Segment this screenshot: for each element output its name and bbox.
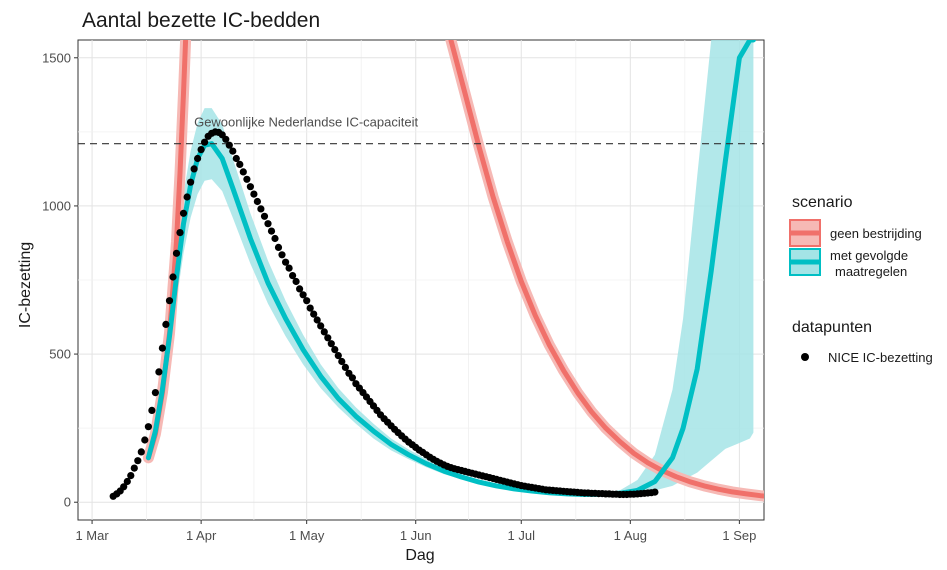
data-point-nice <box>144 423 152 431</box>
data-point-nice <box>264 220 272 228</box>
x-tick-label: 1 Aug <box>614 528 647 543</box>
uncertainty-bands <box>148 40 754 496</box>
data-point-nice <box>148 406 156 414</box>
band-met-gevolgde-maatregelen <box>148 40 754 496</box>
data-point-nice <box>246 183 254 191</box>
data-point-nice <box>243 175 251 183</box>
data-point-nice <box>278 251 286 259</box>
data-point-nice <box>134 457 142 465</box>
data-point-nice <box>282 258 290 266</box>
legend-label-nice: NICE IC-bezetting <box>828 350 933 365</box>
data-point-nice <box>169 273 177 281</box>
data-point-nice <box>190 165 198 173</box>
axes: 1 Mar 1 Apr 1 May 1 Jun 1 Jul 1 Aug 1 Sep 0 500 1… <box>42 50 756 543</box>
data-point-nice <box>313 316 321 324</box>
y-tick-label: 0 <box>64 495 71 510</box>
data-point-nice <box>141 436 149 444</box>
data-point-nice <box>123 477 131 486</box>
legend-label-maatregelen-line1: met gevolgde <box>830 248 908 263</box>
data-point-nice <box>296 285 304 293</box>
legend: scenario geen bestrijding met gevolgde m… <box>789 194 933 365</box>
x-tick-label: 1 Jun <box>400 528 432 543</box>
data-point-nice <box>271 234 279 243</box>
legend-label-maatregelen-line2: maatregelen <box>835 264 907 279</box>
data-point-nice <box>320 328 328 336</box>
data-point-nice <box>232 154 240 163</box>
data-point-nice <box>137 448 145 456</box>
data-point-nice <box>341 363 349 371</box>
capacity-reference: Gewoonlijke Nederlandse IC-capaciteit <box>78 115 764 145</box>
data-point-nice <box>651 488 659 496</box>
data-point-nice <box>303 297 311 305</box>
y-tick-label: 1500 <box>42 50 71 65</box>
data-point-nice <box>267 227 276 235</box>
data-point-nice <box>187 178 195 186</box>
capacity-annotation: Gewoonlijke Nederlandse IC-capaciteit <box>194 115 418 130</box>
x-tick-label: 1 Jul <box>508 528 536 543</box>
data-point-nice <box>310 310 318 318</box>
x-tick-label: 1 Apr <box>186 528 217 543</box>
data-point-nice <box>151 389 159 397</box>
data-point-nice <box>155 368 163 376</box>
data-point-nice <box>197 146 205 154</box>
data-point-nice <box>120 483 128 491</box>
legend-title-datapunten: datapunten <box>792 319 872 336</box>
grid-lines <box>78 40 764 520</box>
data-point-nice <box>338 357 346 366</box>
data-point-nice <box>348 374 356 382</box>
data-point-nice <box>292 277 300 286</box>
data-point-nice <box>162 320 170 328</box>
x-tick-label: 1 Sep <box>722 528 756 543</box>
legend-title-scenario: scenario <box>792 194 853 211</box>
data-point-nice <box>257 205 265 213</box>
data-points <box>109 128 659 500</box>
data-point-nice <box>201 138 209 146</box>
data-point-nice <box>317 322 325 330</box>
data-point-nice <box>222 135 230 143</box>
data-point-nice <box>225 141 233 149</box>
data-point-nice <box>165 297 174 305</box>
data-point-nice <box>306 304 314 312</box>
x-tick-label: 1 May <box>289 528 325 543</box>
data-point-nice <box>236 160 244 168</box>
data-point-nice <box>299 291 307 299</box>
data-point-nice <box>158 344 166 352</box>
data-point-nice <box>274 243 283 251</box>
y-axis-title: IC-bezetting <box>17 242 34 328</box>
data-point-nice <box>331 346 339 354</box>
x-tick-label: 1 Mar <box>75 528 109 543</box>
chart-title: Aantal bezette IC-bedden <box>82 9 320 32</box>
line-geen-bestrijding <box>448 40 764 499</box>
data-point-nice <box>260 212 269 220</box>
data-point-nice <box>194 154 202 163</box>
data-point-nice <box>172 249 181 257</box>
y-tick-label: 500 <box>49 347 71 362</box>
data-point-nice <box>324 334 332 342</box>
x-axis-title: Dag <box>405 547 434 564</box>
data-point-nice <box>179 209 188 217</box>
data-point-nice <box>229 147 237 155</box>
data-point-nice <box>250 190 258 198</box>
data-point-nice <box>334 352 342 360</box>
data-point-nice <box>239 168 247 176</box>
data-point-nice <box>327 340 335 348</box>
scenario-lines <box>142 40 764 502</box>
data-point-nice <box>176 229 184 237</box>
legend-key-nice-point <box>801 353 809 361</box>
data-point-nice <box>183 193 191 201</box>
data-point-nice <box>130 464 138 472</box>
data-point-nice <box>253 197 261 206</box>
legend-label-geen-bestrijding: geen bestrijding <box>830 226 922 241</box>
data-point-nice <box>127 472 135 480</box>
data-point-nice <box>285 264 293 272</box>
data-point-nice <box>289 272 297 280</box>
y-tick-label: 1000 <box>42 198 71 213</box>
